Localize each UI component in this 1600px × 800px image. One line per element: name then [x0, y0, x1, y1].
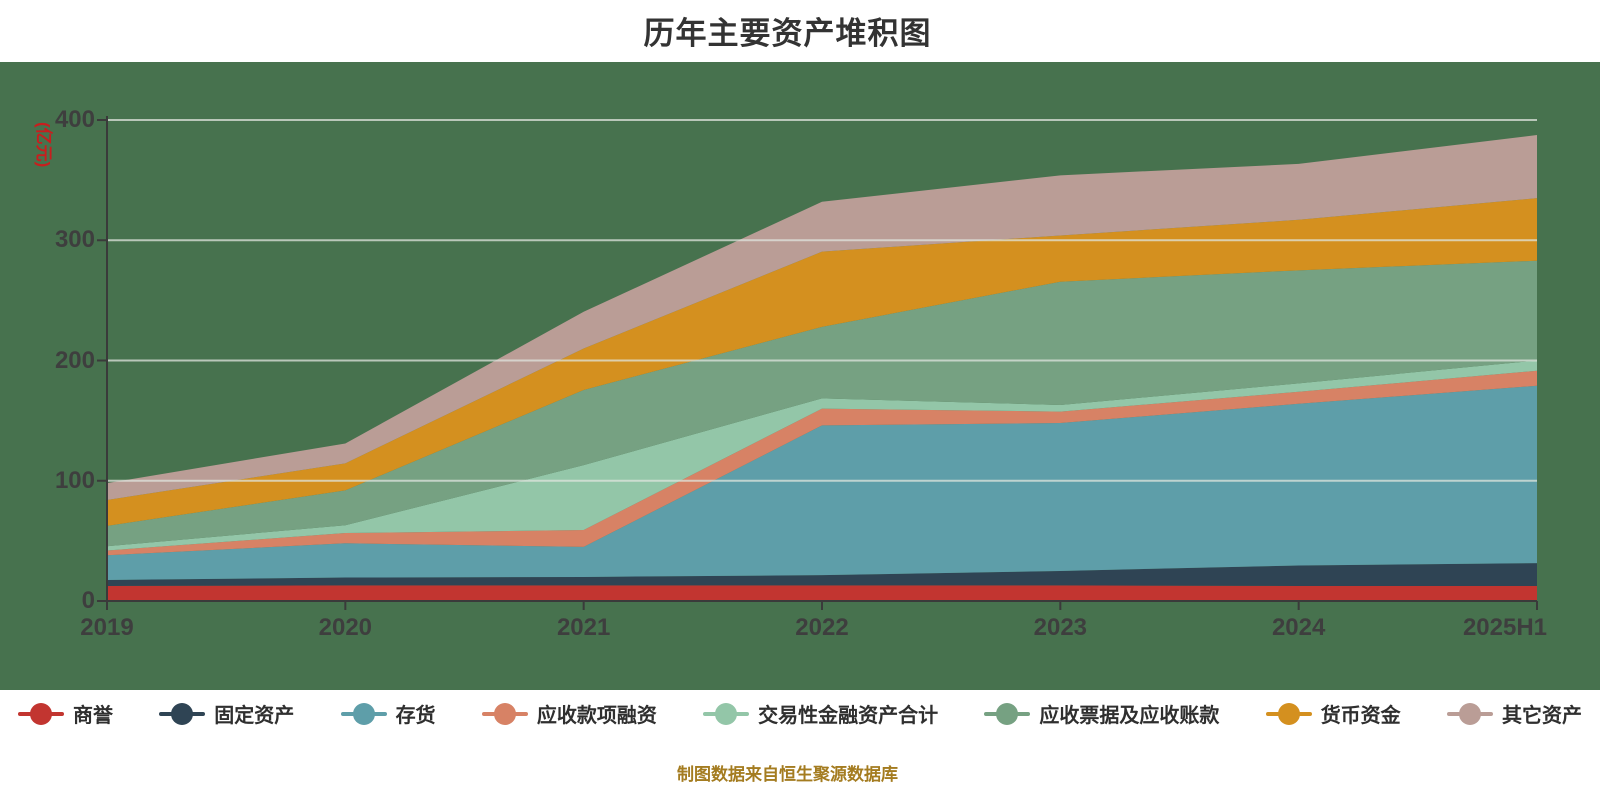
y-tick-label-100: 100 — [54, 466, 95, 494]
legend-line-dot-icon — [984, 702, 1031, 725]
legend-label: 存货 — [395, 705, 436, 727]
area-应收票据及应收账款 — [107, 260, 1537, 547]
x-tick-label-2019: 2019 — [80, 614, 134, 641]
legend-item-交易性金融资产合计[interactable]: 交易性金融资产合计 — [703, 699, 938, 728]
x-tick-label-2024: 2024 — [1271, 614, 1326, 641]
x-tick-label-2023: 2023 — [1033, 614, 1088, 641]
area-固定资产 — [107, 563, 1537, 586]
area-存货 — [107, 385, 1537, 580]
legend-label: 货币资金 — [1320, 705, 1401, 727]
y-tick-label-400: 400 — [54, 106, 95, 133]
y-tick-label-300: 300 — [54, 226, 95, 254]
area-货币资金 — [107, 198, 1537, 526]
x-tick-label-2020: 2020 — [318, 614, 373, 641]
area-商誉 — [107, 585, 1537, 601]
legend-label: 应收票据及应收账款 — [1039, 705, 1220, 727]
chart-plot-area: (亿元) 0 100 200 300 400 2019 2020 2021 2022 2023 20… — [0, 62, 1600, 690]
area-应收款项融资 — [107, 370, 1537, 556]
legend-item-应收款项融资[interactable]: 应收款项融资 — [481, 699, 657, 728]
legend-line-dot-icon — [159, 702, 206, 725]
y-tick-label-200: 200 — [54, 346, 95, 374]
x-tick-label-2021: 2021 — [556, 614, 611, 641]
legend-label: 应收款项融资 — [536, 705, 657, 727]
stacked-area-chart — [97, 116, 1538, 610]
legend-line-dot-icon — [1265, 702, 1312, 725]
legend-line-dot-icon — [703, 702, 750, 725]
legend-label: 交易性金融资产合计 — [758, 705, 939, 727]
legend-label: 其它资产 — [1501, 705, 1582, 727]
footer-note: 制图数据来自恒生聚源数据库 — [677, 765, 898, 784]
area-其它资产 — [107, 135, 1537, 500]
page-title: 历年主要资产堆积图 — [643, 16, 932, 51]
legend-row: 商誉 固定资产 存货 应收款项融资 交易性金融资产合计 应收票据及应收账款 货币资金 其它资产 — [18, 699, 1582, 728]
legend-item-存货[interactable]: 存货 — [340, 699, 436, 728]
legend-item-固定资产[interactable]: 固定资产 — [159, 699, 294, 728]
legend-line-dot-icon — [481, 702, 528, 725]
legend-item-货币资金[interactable]: 货币资金 — [1265, 699, 1401, 728]
x-tick-label-2025H1: 2025H1 — [1462, 614, 1548, 641]
legend-item-应收票据及应收账款[interactable]: 应收票据及应收账款 — [984, 699, 1219, 728]
area-交易性金融资产合计 — [107, 360, 1537, 551]
x-tick-label-2022: 2022 — [795, 614, 849, 641]
legend-label: 商誉 — [73, 705, 113, 727]
legend-item-其它资产[interactable]: 其它资产 — [1446, 699, 1582, 728]
legend-line-dot-icon — [340, 702, 387, 725]
y-tick-label-0: 0 — [81, 587, 95, 614]
legend-line-dot-icon — [18, 702, 64, 725]
legend-line-dot-icon — [1446, 702, 1493, 725]
legend-label: 固定资产 — [214, 705, 295, 727]
legend-item-商誉[interactable]: 商誉 — [18, 699, 113, 728]
